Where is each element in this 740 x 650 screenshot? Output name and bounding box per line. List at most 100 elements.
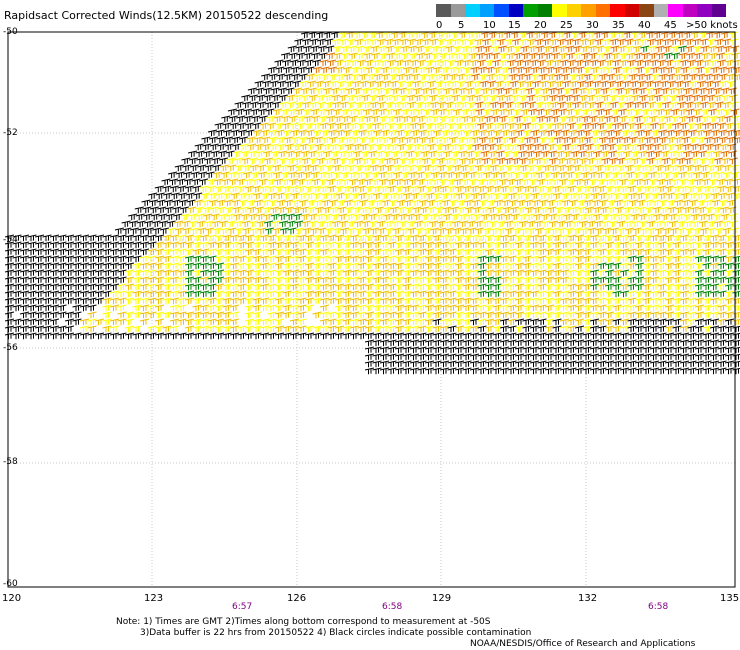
- wind-barb: [242, 227, 252, 235]
- wind-barb: [350, 66, 360, 74]
- wind-barb: [439, 297, 450, 305]
- wind-barb: [419, 143, 429, 151]
- wind-barb: [405, 87, 415, 95]
- wind-barb: [484, 360, 495, 368]
- wind-barb: [621, 136, 631, 144]
- wind-barb: [147, 269, 157, 277]
- wind-barb: [237, 276, 247, 284]
- wind-barb: [332, 164, 342, 172]
- wind-barb: [274, 304, 285, 312]
- wind-barb: [563, 213, 573, 221]
- wind-barb: [199, 318, 210, 326]
- wind-barb: [724, 332, 735, 340]
- wind-barb: [409, 290, 420, 298]
- wind-barb: [345, 87, 355, 95]
- wind-barb: [388, 136, 399, 144]
- wind-barb: [147, 262, 157, 270]
- wind-barb: [162, 262, 172, 270]
- wind-barb: [627, 304, 637, 312]
- wind-barb: [19, 234, 30, 242]
- wind-barb: [717, 297, 727, 305]
- wind-barb: [537, 311, 547, 319]
- wind-barb: [732, 325, 740, 333]
- wind-barb: [649, 346, 660, 354]
- wind-barb: [447, 360, 457, 368]
- wind-barb: [386, 115, 396, 123]
- wind-barb: [552, 129, 563, 137]
- wind-barb: [447, 269, 457, 277]
- wind-barb: [312, 255, 322, 263]
- wind-barb: [649, 122, 659, 130]
- wind-barb: [604, 304, 615, 312]
- wind-barb: [319, 241, 330, 249]
- wind-barb: [529, 283, 540, 291]
- wind-barb: [222, 248, 232, 256]
- wind-barb: [409, 59, 419, 67]
- wind-barb: [220, 171, 230, 179]
- wind-barb: [694, 304, 705, 312]
- wind-barb: [539, 206, 550, 214]
- wind-barb: [207, 283, 217, 291]
- wind-barb: [252, 325, 262, 333]
- wind-barb: [124, 325, 135, 333]
- wind-barb: [417, 234, 427, 242]
- wind-barb: [334, 297, 345, 305]
- wind-barb: [634, 262, 645, 270]
- wind-barb: [544, 262, 555, 270]
- wind-barb: [274, 241, 285, 249]
- wind-barb: [357, 311, 367, 319]
- wind-barb: [372, 339, 382, 347]
- wind-barb: [156, 199, 166, 207]
- wind-barb: [439, 318, 450, 326]
- wind-barb: [567, 185, 577, 193]
- wind-barb: [432, 248, 442, 256]
- wind-barb: [57, 297, 67, 305]
- wind-barb: [154, 262, 165, 270]
- wind-barb: [509, 143, 519, 151]
- wind-barb: [609, 227, 620, 235]
- wind-barb: [139, 297, 150, 305]
- wind-barb: [441, 73, 451, 81]
- wind-barb: [184, 248, 195, 256]
- wind-barb: [351, 80, 362, 88]
- wind-barb: [227, 227, 237, 235]
- wind-barb: [349, 276, 360, 284]
- wind-barb: [477, 129, 488, 137]
- wind-barb: [594, 164, 604, 172]
- wind-barb: [522, 360, 532, 368]
- wind-barb: [451, 157, 461, 165]
- wind-barb: [415, 45, 425, 53]
- wind-barb: [4, 290, 15, 298]
- wind-barb: [292, 87, 303, 95]
- wind-barb: [518, 220, 529, 228]
- wind-barb: [672, 332, 682, 340]
- wind-barb: [315, 31, 326, 39]
- wind-barb: [507, 283, 517, 291]
- wind-barb: [239, 206, 249, 214]
- wind-barb: [402, 192, 413, 200]
- wind-barb: [722, 108, 733, 116]
- legend-label: 35: [612, 20, 625, 31]
- wind-barb: [691, 220, 701, 228]
- wind-barb: [544, 304, 555, 312]
- wind-barb: [636, 199, 646, 207]
- wind-barb: [618, 52, 628, 60]
- wind-barb: [521, 115, 531, 123]
- wind-barb: [507, 269, 517, 277]
- wind-barb: [199, 276, 210, 284]
- wind-barb: [433, 73, 443, 81]
- wind-barb: [724, 346, 735, 354]
- wind-barb: [695, 66, 705, 74]
- wind-barb: [492, 234, 502, 242]
- wind-barb: [537, 332, 547, 340]
- wind-barb: [634, 311, 645, 319]
- wind-barb: [42, 269, 52, 277]
- wind-barb: [567, 332, 577, 340]
- wind-barb: [580, 45, 590, 53]
- wind-barb: [275, 129, 285, 137]
- wind-barb: [328, 136, 339, 144]
- wind-barb: [447, 339, 457, 347]
- wind-barb: [387, 276, 397, 284]
- wind-barb: [469, 185, 479, 193]
- wind-barb: [621, 199, 631, 207]
